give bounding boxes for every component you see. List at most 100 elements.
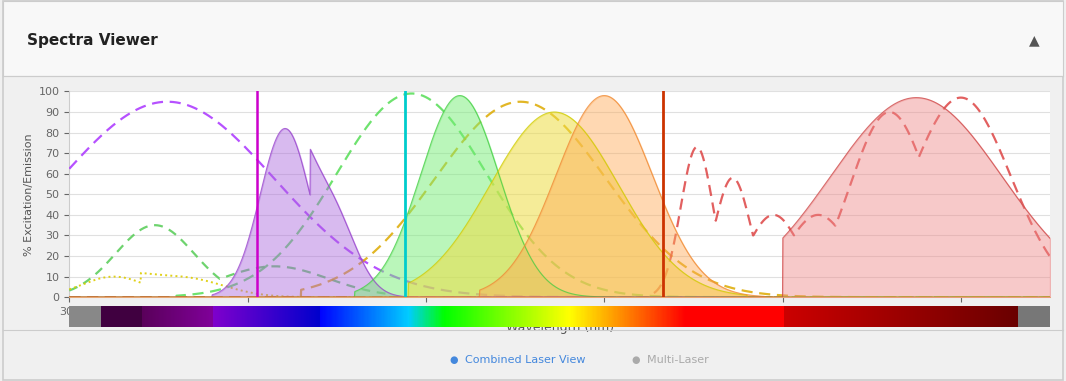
Bar (577, 306, 578, 327)
Bar (1006, 306, 1007, 327)
Bar (374, 306, 375, 327)
Bar (801, 306, 802, 327)
Bar (861, 306, 862, 327)
Bar (630, 306, 631, 327)
Bar (916, 306, 918, 327)
Bar (856, 306, 857, 327)
Bar (893, 306, 894, 327)
Bar (166, 306, 167, 327)
Bar (912, 306, 914, 327)
Bar (455, 306, 456, 327)
Bar (698, 306, 699, 327)
Bar (192, 306, 193, 327)
Bar (680, 306, 682, 327)
Bar (938, 306, 939, 327)
Bar (165, 306, 166, 327)
Bar (582, 306, 583, 327)
Bar (104, 306, 107, 327)
Bar (420, 306, 421, 327)
Bar (492, 306, 494, 327)
Bar (95, 306, 96, 327)
Bar (921, 306, 922, 327)
Bar (877, 306, 878, 327)
Bar (944, 306, 946, 327)
Bar (660, 306, 661, 327)
Bar (240, 306, 241, 327)
Bar (443, 306, 445, 327)
Bar (988, 306, 990, 327)
Bar (770, 306, 772, 327)
Bar (69, 306, 70, 327)
Bar (229, 306, 230, 327)
Bar (1039, 306, 1040, 327)
Bar (744, 306, 745, 327)
Bar (375, 306, 376, 327)
Bar (702, 306, 704, 327)
Bar (907, 306, 909, 327)
Bar (173, 306, 174, 327)
Bar (741, 306, 742, 327)
Bar (874, 306, 875, 327)
Bar (773, 306, 774, 327)
Bar (979, 306, 980, 327)
Bar (397, 306, 399, 327)
Bar (265, 306, 266, 327)
Bar (207, 306, 208, 327)
Bar (321, 306, 322, 327)
Bar (667, 306, 668, 327)
Bar (504, 306, 505, 327)
Bar (280, 306, 281, 327)
Bar (356, 306, 358, 327)
Bar (312, 306, 313, 327)
Text: ▲: ▲ (1029, 33, 1039, 47)
Bar (714, 306, 715, 327)
Bar (747, 306, 748, 327)
Bar (710, 306, 711, 327)
Bar (1037, 306, 1039, 327)
Bar (656, 306, 658, 327)
Bar (115, 306, 116, 327)
Bar (441, 306, 442, 327)
Bar (990, 306, 991, 327)
Bar (352, 306, 353, 327)
Bar (457, 306, 458, 327)
Bar (619, 306, 620, 327)
Bar (763, 306, 764, 327)
Bar (249, 306, 251, 327)
Bar (1048, 306, 1049, 327)
Bar (964, 306, 966, 327)
Bar (615, 306, 617, 327)
Bar (572, 306, 574, 327)
Bar (158, 306, 159, 327)
Bar (863, 306, 865, 327)
Bar (344, 306, 345, 327)
Bar (733, 306, 734, 327)
Bar (464, 306, 465, 327)
Bar (1035, 306, 1036, 327)
Bar (435, 306, 436, 327)
Bar (370, 306, 371, 327)
Bar (546, 306, 547, 327)
Bar (279, 306, 280, 327)
Bar (309, 306, 310, 327)
Bar (181, 306, 182, 327)
Bar (901, 306, 902, 327)
Bar (935, 306, 936, 327)
Bar (931, 306, 932, 327)
Bar (442, 306, 443, 327)
Bar (802, 306, 804, 327)
Bar (533, 306, 534, 327)
Bar (724, 306, 725, 327)
Bar (575, 306, 577, 327)
Bar (928, 306, 930, 327)
Bar (975, 306, 976, 327)
Bar (565, 306, 566, 327)
Bar (810, 306, 812, 327)
Bar (659, 306, 660, 327)
Bar (788, 306, 789, 327)
Bar (691, 306, 692, 327)
Bar (271, 306, 272, 327)
Bar (620, 306, 621, 327)
Bar (1018, 306, 1050, 327)
Bar (798, 306, 800, 327)
